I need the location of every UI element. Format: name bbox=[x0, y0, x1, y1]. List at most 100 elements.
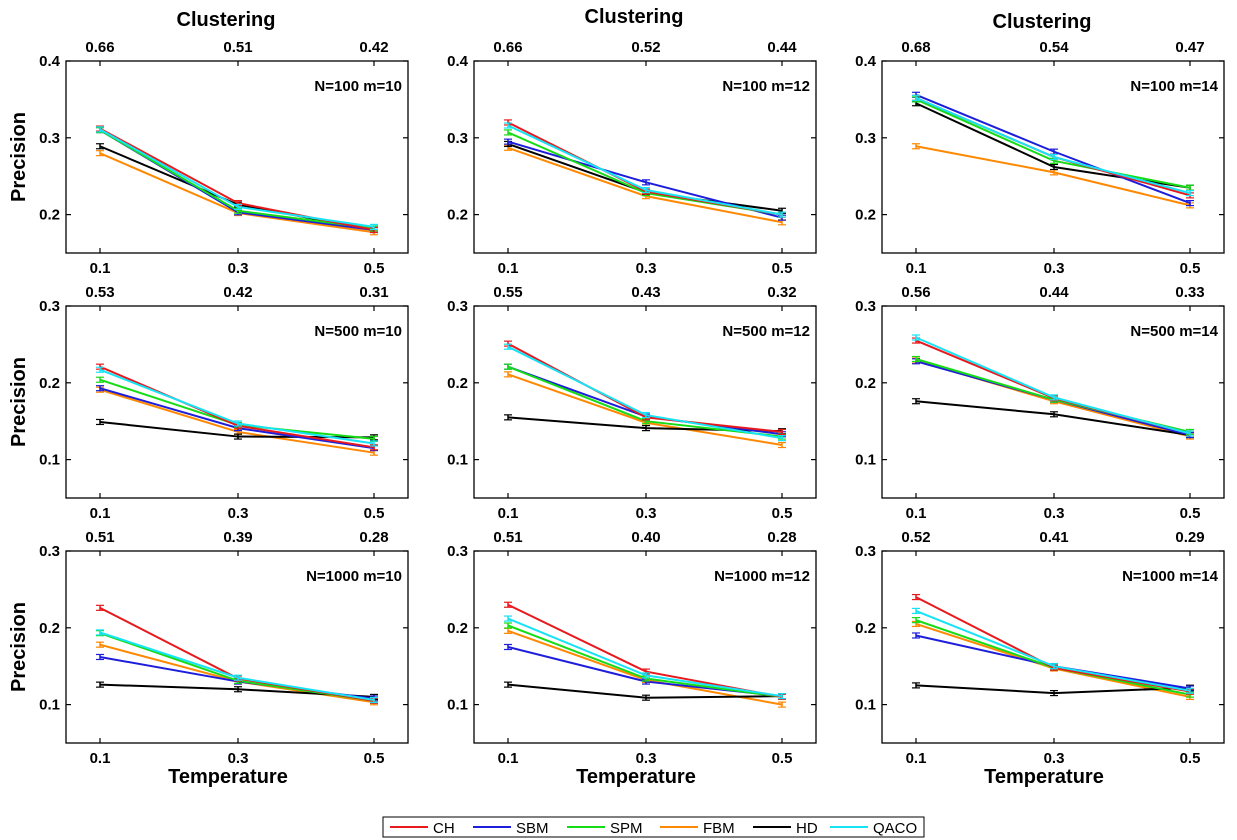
x-tick-label: 0.3 bbox=[1044, 505, 1065, 522]
top-tick-label: 0.66 bbox=[85, 39, 114, 56]
x-tick-label: 0.1 bbox=[90, 505, 111, 522]
panel-annotation: N=100 m=14 bbox=[1130, 78, 1218, 95]
panel-annotation: N=100 m=12 bbox=[722, 78, 810, 95]
y-tick-label: 0.3 bbox=[39, 543, 60, 560]
series-qaco bbox=[912, 94, 1194, 197]
x-tick-label: 0.5 bbox=[1180, 505, 1201, 522]
plot-frame bbox=[65, 550, 409, 744]
y-tick-label: 0.4 bbox=[39, 53, 61, 70]
top-tick-label: 0.40 bbox=[631, 529, 660, 546]
x-tick-label: 0.5 bbox=[364, 750, 385, 767]
plot-frame bbox=[881, 305, 1225, 499]
series-sbm bbox=[96, 127, 378, 234]
legend-label: CH bbox=[433, 820, 455, 837]
top-tick-label: 0.53 bbox=[85, 284, 114, 301]
panel-9: 0.1 0.52 0.3 0.41 0.5 0.29 0.1 0.2 0.3 N=1000 m=1… bbox=[855, 529, 1225, 788]
x-tick-label: 0.5 bbox=[1180, 260, 1201, 277]
x-tick-label: 0.3 bbox=[1044, 750, 1065, 767]
y-tick-label: 0.3 bbox=[447, 298, 468, 315]
x-tick-label: 0.3 bbox=[228, 750, 249, 767]
x-tick-label: 0.1 bbox=[906, 750, 927, 767]
top-tick-label: 0.42 bbox=[359, 39, 388, 56]
panel-annotation: N=500 m=12 bbox=[722, 323, 810, 340]
y-tick-label: 0.2 bbox=[39, 207, 60, 224]
top-tick-label: 0.52 bbox=[631, 39, 660, 56]
y-tick-label: 0.1 bbox=[447, 452, 468, 469]
x-tick-label: 0.3 bbox=[228, 260, 249, 277]
top-tick-label: 0.52 bbox=[901, 529, 930, 546]
y-axis-label: Precision bbox=[8, 112, 30, 202]
x-tick-label: 0.5 bbox=[364, 260, 385, 277]
legend-item-spm: SPM bbox=[567, 820, 643, 837]
series-ch bbox=[912, 337, 1194, 437]
series-sbm bbox=[912, 632, 1194, 692]
series-hd bbox=[96, 143, 378, 234]
y-tick-label: 0.1 bbox=[447, 697, 468, 714]
series-line-sbm bbox=[915, 634, 1191, 690]
top-tick-label: 0.28 bbox=[359, 529, 388, 546]
y-tick-label: 0.4 bbox=[447, 53, 469, 70]
panel-6: 0.1 0.56 0.3 0.44 0.5 0.33 0.1 0.2 0.3 N=500 m=14 bbox=[855, 284, 1225, 522]
x-tick-label: 0.1 bbox=[498, 750, 519, 767]
top-tick-label: 0.54 bbox=[1039, 39, 1069, 56]
y-tick-label: 0.3 bbox=[447, 543, 468, 560]
legend-label: SPM bbox=[610, 820, 643, 837]
x-tick-label: 0.1 bbox=[90, 260, 111, 277]
series-line-fbm bbox=[507, 373, 783, 446]
series-line-qaco bbox=[915, 336, 1191, 435]
top-tick-label: 0.42 bbox=[223, 284, 252, 301]
series-spm bbox=[96, 630, 378, 704]
top-tick-label: 0.51 bbox=[493, 529, 522, 546]
top-tick-label: 0.51 bbox=[85, 529, 114, 546]
y-tick-label: 0.3 bbox=[39, 130, 60, 147]
top-tick-label: 0.51 bbox=[223, 39, 252, 56]
y-tick-label: 0.3 bbox=[39, 298, 60, 315]
series-line-qaco bbox=[915, 609, 1191, 692]
x-tick-label: 0.5 bbox=[1180, 750, 1201, 767]
column-title: Clustering bbox=[177, 9, 276, 31]
legend-label: QACO bbox=[873, 820, 917, 837]
series-fbm bbox=[504, 371, 786, 449]
legend-label: FBM bbox=[703, 820, 735, 837]
series-line-fbm bbox=[915, 145, 1191, 207]
y-tick-label: 0.2 bbox=[39, 620, 60, 637]
panel-annotation: N=1000 m=14 bbox=[1122, 568, 1219, 585]
plot-frame bbox=[473, 60, 817, 254]
top-tick-label: 0.66 bbox=[493, 39, 522, 56]
panel-8: 0.1 0.51 0.3 0.40 0.5 0.28 0.1 0.2 0.3 N=1000 m=1… bbox=[447, 529, 817, 788]
y-tick-label: 0.4 bbox=[855, 53, 877, 70]
y-tick-label: 0.1 bbox=[39, 697, 60, 714]
series-sbm bbox=[912, 91, 1194, 207]
top-tick-label: 0.28 bbox=[767, 529, 796, 546]
series-qaco bbox=[912, 334, 1194, 437]
y-tick-label: 0.2 bbox=[447, 620, 468, 637]
plot-frame bbox=[473, 305, 817, 499]
top-tick-label: 0.32 bbox=[767, 284, 796, 301]
top-tick-label: 0.44 bbox=[1039, 284, 1069, 301]
x-axis-label: Temperature bbox=[576, 766, 696, 788]
top-tick-label: 0.55 bbox=[493, 284, 522, 301]
x-tick-label: 0.1 bbox=[498, 260, 519, 277]
series-qaco bbox=[504, 122, 786, 218]
series-qaco bbox=[96, 629, 378, 704]
series-line-ch bbox=[507, 121, 783, 216]
x-tick-label: 0.1 bbox=[906, 505, 927, 522]
legend: CH SBM SPM FBM HD QACO bbox=[382, 816, 925, 838]
y-tick-label: 0.1 bbox=[855, 452, 876, 469]
y-tick-label: 0.2 bbox=[447, 207, 468, 224]
series-line-spm bbox=[99, 632, 375, 702]
top-tick-label: 0.39 bbox=[223, 529, 252, 546]
y-axis-label: Precision bbox=[8, 357, 30, 447]
column-title: Clustering bbox=[993, 11, 1092, 33]
series-qaco bbox=[96, 126, 378, 230]
legend-label: HD bbox=[796, 820, 818, 837]
x-tick-label: 0.1 bbox=[498, 505, 519, 522]
top-tick-label: 0.33 bbox=[1175, 284, 1204, 301]
series-line-hd bbox=[915, 400, 1191, 437]
plot-frame bbox=[65, 305, 409, 499]
x-tick-label: 0.1 bbox=[906, 260, 927, 277]
x-tick-label: 0.5 bbox=[772, 260, 793, 277]
series-ch bbox=[504, 119, 786, 218]
series-line-qaco bbox=[507, 124, 783, 216]
top-tick-label: 0.41 bbox=[1039, 529, 1068, 546]
